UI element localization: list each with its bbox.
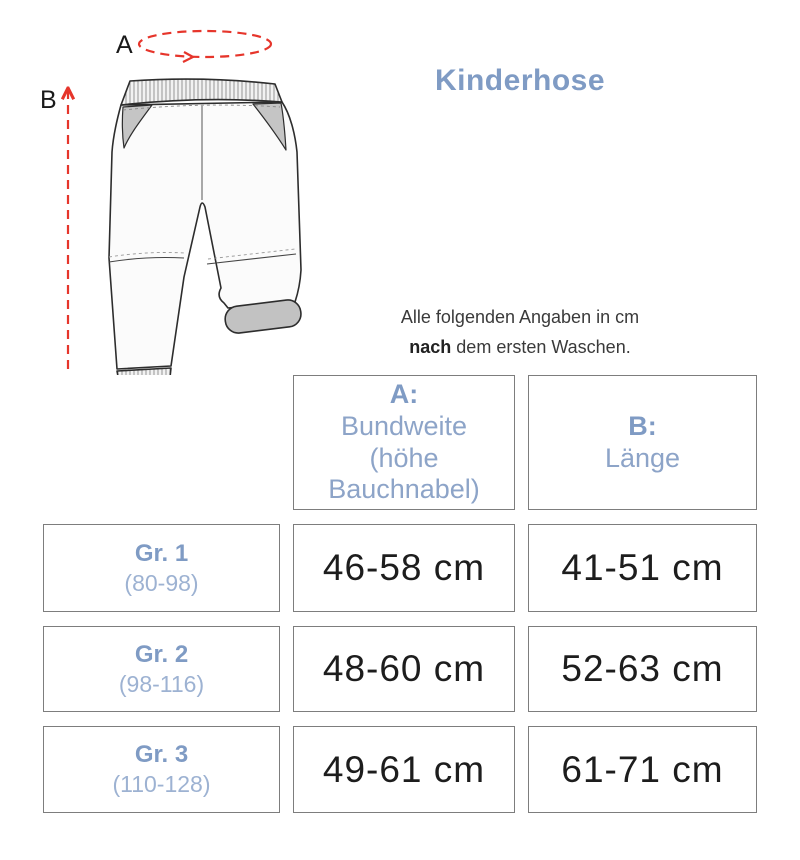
- note-line-2: nach dem ersten Waschen.: [360, 333, 680, 363]
- measure-value: 41-51 cm: [561, 547, 724, 588]
- header-b-prefix: B:: [628, 410, 657, 441]
- waist-measure-ellipse: [137, 29, 273, 59]
- table-spacer-cell: [43, 375, 280, 510]
- size-range: (80-98): [124, 569, 199, 596]
- pants-sketch: [108, 78, 302, 399]
- waist-ellipse-arrowhead-icon: [182, 51, 196, 63]
- size-name: Gr. 3: [134, 741, 189, 769]
- cell-gr3-laenge: 61-71 cm: [528, 726, 757, 813]
- measurement-note: Alle folgenden Angaben in cm nach dem er…: [360, 303, 680, 362]
- header-a-line2: (höhe: [369, 442, 439, 473]
- measure-value: 48-60 cm: [322, 648, 486, 689]
- row-label-gr3: Gr. 3 (110-128): [43, 726, 280, 813]
- header-a-prefix: A:: [389, 378, 419, 409]
- page-title: Kinderhose: [434, 64, 606, 97]
- note-line-2-rest: dem ersten Waschen.: [451, 336, 631, 357]
- pants-diagram: A B: [40, 29, 302, 399]
- column-header-bundweite: A: Bundweite (höhe Bauchnabel): [293, 375, 515, 510]
- pants-right-knee-stitch: [207, 248, 296, 260]
- pants-waistband: [120, 78, 283, 106]
- pants-left-knee-seam: [108, 256, 185, 263]
- cell-gr3-bundweite: 49-61 cm: [293, 726, 515, 813]
- column-header-laenge: B: Länge: [528, 375, 757, 510]
- size-name: Gr. 2: [134, 640, 189, 668]
- note-bold-word: nach: [409, 336, 452, 357]
- cell-gr2-bundweite: 48-60 cm: [293, 626, 515, 712]
- size-name: Gr. 1: [134, 539, 189, 567]
- note-line-1: Alle folgenden Angaben in cm: [400, 307, 640, 327]
- measure-value: 46-58 cm: [322, 547, 486, 588]
- pants-right-cuff: [224, 299, 302, 334]
- pants-right-knee-seam: [206, 253, 297, 265]
- row-label-gr2: Gr. 2 (98-116): [43, 626, 280, 712]
- pants-waist-stitch: [122, 104, 281, 111]
- measure-value: 61-71 cm: [561, 748, 724, 790]
- cell-gr1-laenge: 41-51 cm: [528, 524, 757, 612]
- pants-left-pocket: [121, 104, 153, 149]
- size-range: (98-116): [118, 670, 205, 697]
- measurement-label-a: A: [116, 31, 133, 59]
- pants-right-pocket: [252, 102, 287, 151]
- pants-left-knee-stitch: [108, 252, 185, 258]
- header-a-line3: Bauchnabel): [328, 474, 480, 505]
- row-label-gr1: Gr. 1 (80-98): [43, 524, 280, 612]
- cell-gr1-bundweite: 46-58 cm: [293, 524, 515, 612]
- size-range: (110-128): [112, 771, 211, 798]
- header-b-line1: Länge: [604, 442, 681, 473]
- measure-value: 49-61 cm: [322, 748, 486, 790]
- pants-body: [108, 101, 302, 370]
- measurement-label-b: B: [40, 86, 57, 114]
- measure-value: 52-63 cm: [561, 648, 724, 689]
- header-a-line1: Bundweite: [340, 410, 468, 441]
- size-table: A: Bundweite (höhe Bauchnabel) B: Länge …: [43, 375, 757, 813]
- cell-gr2-laenge: 52-63 cm: [528, 626, 757, 712]
